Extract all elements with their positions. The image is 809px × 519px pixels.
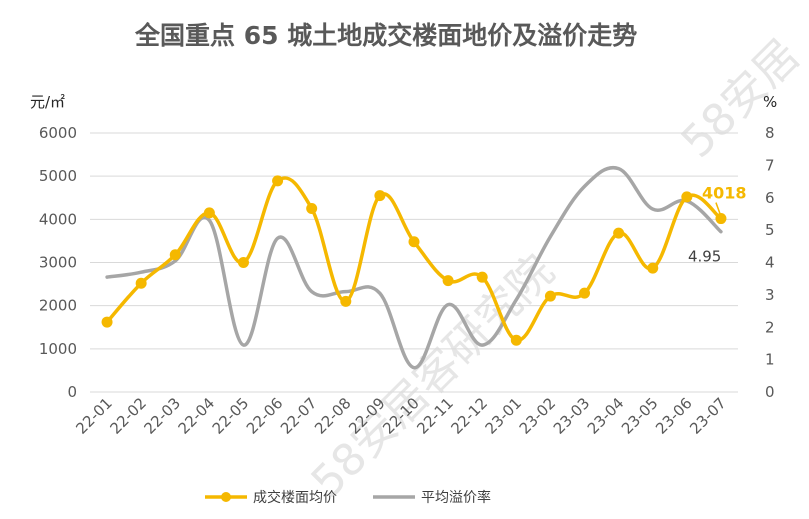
- x-tick-label: 22-12: [447, 394, 491, 438]
- x-tick-label: 22-05: [209, 394, 253, 438]
- y-right-tick-label: 5: [765, 221, 775, 239]
- y-right-unit: %: [763, 93, 777, 111]
- x-tick-label: 23-06: [652, 394, 696, 438]
- data-point-price: [169, 249, 181, 261]
- y-left-tick-label: 5000: [39, 167, 77, 185]
- data-point-price: [237, 257, 249, 268]
- data-point-price: [408, 236, 420, 248]
- y-right-tick-label: 6: [765, 189, 775, 207]
- y-right-tick-label: 8: [765, 124, 775, 142]
- y-left-tick-label: 1000: [39, 340, 77, 358]
- data-label-premium: 4.95: [688, 248, 721, 266]
- data-point-price: [579, 287, 591, 299]
- y-right-tick-label: 0: [765, 383, 775, 401]
- x-tick-label: 22-04: [175, 394, 219, 438]
- y-right-tick-label: 3: [765, 286, 775, 304]
- y-left-tick-labels: 0 1000 2000 3000 4000 5000 6000: [39, 124, 77, 401]
- x-tick-label: 23-03: [550, 394, 594, 438]
- x-tick-label: 23-01: [482, 394, 526, 438]
- series-line-premium: [105, 165, 723, 370]
- legend-label-price: 成交楼面均价: [253, 489, 337, 506]
- data-point-price: [101, 316, 113, 328]
- data-point-price: [442, 275, 454, 287]
- data-point-price: [203, 207, 215, 219]
- watermark-text-corner: 58安居: [672, 30, 809, 168]
- data-point-price: [613, 227, 625, 239]
- legend: 成交楼面均价 平均溢价率: [205, 489, 491, 506]
- watermark: 58安居客研究院 58安居: [302, 30, 809, 508]
- legend-marker-price: [221, 492, 231, 502]
- y-left-unit: 元/㎡: [30, 93, 65, 111]
- data-point-price: [340, 295, 352, 307]
- data-point-price: [647, 262, 659, 274]
- y-right-tick-label: 1: [765, 351, 775, 369]
- y-right-tick-label: 4: [765, 254, 775, 272]
- y-left-tick-label: 4000: [39, 210, 77, 228]
- legend-label-premium: 平均溢价率: [421, 489, 491, 506]
- series-line-price: [105, 176, 723, 342]
- x-tick-label: 22-02: [106, 394, 150, 438]
- gridlines: [90, 132, 738, 393]
- y-right-tick-label: 2: [765, 318, 775, 336]
- data-label-leader: [715, 202, 721, 214]
- data-point-price: [544, 290, 556, 302]
- x-tick-label: 22-07: [277, 394, 321, 438]
- data-point-price: [374, 190, 386, 202]
- x-tick-label: 23-02: [516, 394, 560, 438]
- chart-title: 全国重点 65 城土地成交楼面地价及溢价走势: [134, 21, 637, 50]
- y-right-tick-labels: 0 1 2 3 4 5 6 7 8: [765, 124, 775, 401]
- data-point-price: [306, 203, 318, 215]
- series-layer: [101, 165, 727, 370]
- y-left-tick-label: 3000: [39, 254, 77, 272]
- data-annotations: 4018 4.95: [688, 184, 747, 266]
- data-point-price: [476, 271, 488, 283]
- x-tick-label: 22-03: [141, 394, 185, 438]
- x-tick-label: 22-06: [243, 394, 287, 438]
- y-left-tick-label: 0: [67, 383, 77, 401]
- data-point-price: [510, 334, 522, 346]
- x-tick-label: 22-01: [72, 394, 116, 438]
- data-point-price: [715, 213, 727, 225]
- data-label-price: 4018: [702, 184, 747, 203]
- data-point-price: [681, 191, 693, 203]
- x-tick-label: 23-05: [618, 394, 662, 438]
- y-left-tick-label: 2000: [39, 297, 77, 315]
- legend-item-premium[interactable]: 平均溢价率: [373, 489, 491, 506]
- y-right-tick-label: 7: [765, 156, 775, 174]
- y-left-tick-label: 6000: [39, 124, 77, 142]
- x-tick-label: 23-04: [584, 394, 628, 438]
- x-tick-label: 23-07: [686, 394, 730, 438]
- data-point-price: [272, 175, 284, 187]
- legend-item-price[interactable]: 成交楼面均价: [205, 489, 337, 506]
- data-point-price: [135, 277, 147, 289]
